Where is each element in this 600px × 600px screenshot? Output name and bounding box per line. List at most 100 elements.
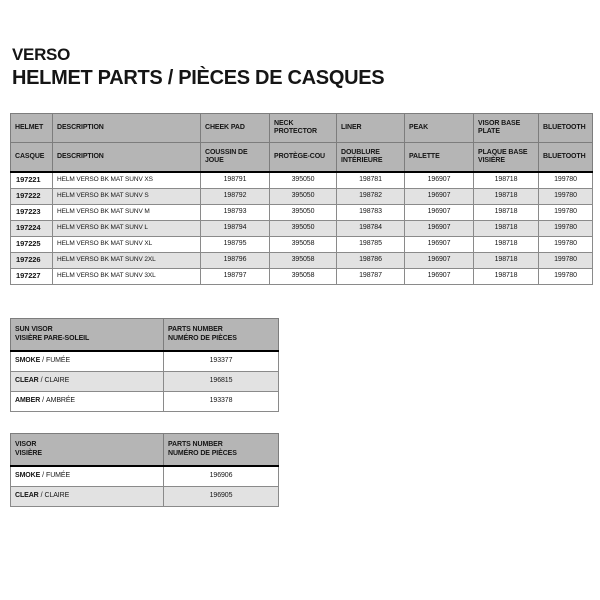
cell-helmet: 197221 [10, 171, 53, 189]
color-label-fr: CLAIRE [44, 377, 70, 384]
cell-liner: 198783 [336, 203, 405, 221]
col-label-en: PARTS NUMBER [168, 326, 223, 333]
cell-description: HELM VERSO BK MAT SUNV 3XL [52, 267, 201, 285]
color-label-fr: FUMÉE [46, 357, 71, 365]
label-separator: / [40, 377, 43, 384]
color-label-en: SMOKE [15, 472, 41, 480]
cell-peak: 196907 [404, 219, 474, 237]
cell-bluetooth: 199780 [538, 219, 593, 237]
col-liner-fr: DOUBLURE INTÉRIEURE [336, 142, 405, 173]
cell-part-number: 193378 [163, 390, 279, 412]
col-bluetooth-fr: BLUETOOTH [538, 142, 593, 173]
col-neck-protector-fr: PROTÈGE-COU [269, 142, 337, 173]
cell-visor-base-plate: 198718 [473, 219, 539, 237]
sun-visor-table: SUN VISOR VISIÈRE PARE-SOLEIL PARTS NUMB… [10, 318, 279, 412]
color-label-en: CLEAR [15, 377, 39, 384]
cell-peak: 196907 [404, 267, 474, 285]
color-label-en: CLEAR [15, 492, 39, 499]
cell-liner: 198787 [336, 267, 405, 285]
cell-visor-base-plate: 198718 [473, 203, 539, 221]
cell-cheek-pad: 198792 [200, 187, 270, 205]
cell-bluetooth: 199780 [538, 267, 593, 285]
page-subtitle: HELMET PARTS / PIÈCES DE CASQUES [12, 67, 385, 89]
cell-neck-protector: 395058 [269, 235, 337, 253]
cell-peak: 196907 [404, 187, 474, 205]
label-separator: / [42, 472, 45, 480]
cell-helmet: 197222 [10, 187, 53, 205]
table-row: 197221 HELM VERSO BK MAT SUNV XS 198791 … [10, 171, 593, 189]
col-peak-en: PEAK [404, 113, 474, 143]
table-row: CLEAR / CLAIRE 196905 [10, 485, 279, 507]
cell-neck-protector: 395058 [269, 251, 337, 269]
col-bluetooth-en: BLUETOOTH [538, 113, 593, 143]
cell-bluetooth: 199780 [538, 235, 593, 253]
cell-color: SMOKE / FUMÉE [10, 350, 164, 372]
cell-part-number: 193377 [163, 350, 279, 372]
cell-visor-base-plate: 198718 [473, 187, 539, 205]
col-cheek-pad-en: CHEEK PAD [200, 113, 270, 143]
col-peak-fr: PALETTE [404, 142, 474, 173]
cell-part-number: 196906 [163, 465, 279, 487]
cell-cheek-pad: 198791 [200, 171, 270, 189]
cell-color: SMOKE / FUMÉE [10, 465, 164, 487]
page-title: VERSO [12, 45, 71, 64]
col-cheek-pad-fr: COUSSIN DE JOUE [200, 142, 270, 173]
cell-cheek-pad: 198794 [200, 219, 270, 237]
col-helmet-fr: CASQUE [10, 142, 53, 173]
cell-visor-base-plate: 198718 [473, 171, 539, 189]
color-label-fr: FUMÉE [46, 472, 71, 480]
cell-description: HELM VERSO BK MAT SUNV M [52, 203, 201, 221]
cell-helmet: 197227 [10, 267, 53, 285]
cell-cheek-pad: 198793 [200, 203, 270, 221]
cell-cheek-pad: 198796 [200, 251, 270, 269]
cell-description: HELM VERSO BK MAT SUNV XL [52, 235, 201, 253]
col-helmet-en: HELMET [10, 113, 53, 143]
cell-neck-protector: 395050 [269, 171, 337, 189]
col-label-fr: NUMÉRO DE PIÈCES [168, 334, 237, 342]
col-label-en: PARTS NUMBER [168, 441, 223, 448]
table-row: 197227 HELM VERSO BK MAT SUNV 3XL 198797… [10, 267, 593, 285]
cell-helmet: 197224 [10, 219, 53, 237]
cell-helmet: 197225 [10, 235, 53, 253]
col-description-en: DESCRIPTION [52, 113, 201, 143]
col-label-fr: VISIÈRE [15, 449, 42, 457]
col-visor: VISOR VISIÈRE [10, 433, 164, 467]
label-separator: / [42, 397, 45, 404]
cell-color: CLEAR / CLAIRE [10, 485, 164, 507]
cell-description: HELM VERSO BK MAT SUNV L [52, 219, 201, 237]
cell-liner: 198781 [336, 171, 405, 189]
cell-peak: 196907 [404, 171, 474, 189]
cell-color: AMBER / AMBRÉE [10, 390, 164, 412]
cell-liner: 198782 [336, 187, 405, 205]
table-row: CLEAR / CLAIRE 196815 [10, 370, 279, 392]
cell-part-number: 196815 [163, 370, 279, 392]
col-neck-protector-en: NECK PROTECTOR [269, 113, 337, 143]
cell-liner: 198786 [336, 251, 405, 269]
col-visor-base-plate-fr: PLAQUE BASE VISIÈRE [473, 142, 539, 173]
table-row: 197222 HELM VERSO BK MAT SUNV S 198792 3… [10, 187, 593, 205]
color-label-fr: AMBRÉE [46, 397, 75, 404]
cell-cheek-pad: 198797 [200, 267, 270, 285]
table-row: 197223 HELM VERSO BK MAT SUNV M 198793 3… [10, 203, 593, 221]
header-row-en: HELMET DESCRIPTION CHEEK PAD NECK PROTEC… [10, 113, 593, 143]
cell-bluetooth: 199780 [538, 171, 593, 189]
cell-bluetooth: 199780 [538, 251, 593, 269]
cell-visor-base-plate: 198718 [473, 251, 539, 269]
color-label-en: AMBER [15, 397, 41, 404]
cell-neck-protector: 395050 [269, 203, 337, 221]
cell-part-number: 196905 [163, 485, 279, 507]
col-liner-en: LINER [336, 113, 405, 143]
cell-description: HELM VERSO BK MAT SUNV 2XL [52, 251, 201, 269]
col-parts-number: PARTS NUMBER NUMÉRO DE PIÈCES [163, 433, 279, 467]
col-visor-base-plate-en: VISOR BASE PLATE [473, 113, 539, 143]
cell-helmet: 197223 [10, 203, 53, 221]
label-separator: / [42, 357, 45, 365]
helmet-parts-table: HELMET DESCRIPTION CHEEK PAD NECK PROTEC… [10, 113, 593, 285]
cell-helmet: 197226 [10, 251, 53, 269]
header-row: SUN VISOR VISIÈRE PARE-SOLEIL PARTS NUMB… [10, 318, 279, 352]
cell-peak: 196907 [404, 235, 474, 253]
cell-cheek-pad: 198795 [200, 235, 270, 253]
cell-peak: 196907 [404, 251, 474, 269]
col-label-en: SUN VISOR [15, 326, 53, 333]
col-parts-number: PARTS NUMBER NUMÉRO DE PIÈCES [163, 318, 279, 352]
